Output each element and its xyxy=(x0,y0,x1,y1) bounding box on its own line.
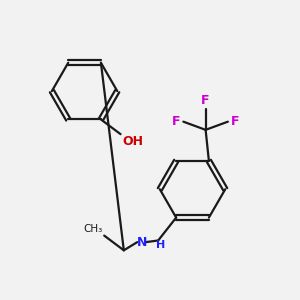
Text: F: F xyxy=(201,94,210,107)
Text: OH: OH xyxy=(122,136,143,148)
Text: N: N xyxy=(136,236,147,249)
Text: F: F xyxy=(230,115,239,128)
Text: CH₃: CH₃ xyxy=(83,224,103,234)
Text: F: F xyxy=(172,115,181,128)
Text: H: H xyxy=(156,240,165,250)
